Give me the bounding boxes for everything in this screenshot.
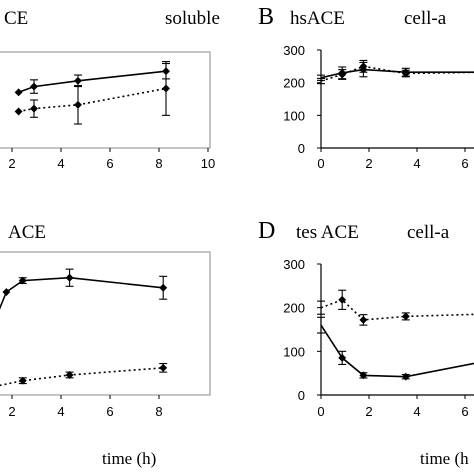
x-tick-label: 2 <box>365 404 372 419</box>
plot-frame <box>0 251 211 396</box>
x-tick-label: 6 <box>106 404 113 419</box>
y-tick-label: 200 <box>283 301 305 316</box>
data-point <box>65 273 74 282</box>
data-point <box>74 76 82 85</box>
x-tick-label: 2 <box>365 156 372 171</box>
panel-letter: B <box>258 4 274 30</box>
y-tick-label: 0 <box>298 388 305 403</box>
plot-frame <box>0 51 211 149</box>
x-axis-label: time (h) <box>102 449 156 468</box>
data-point <box>359 315 368 324</box>
data-point <box>74 100 82 109</box>
series-line <box>18 87 167 113</box>
y-tick-label: 300 <box>283 43 305 58</box>
x-tick-label: 8 <box>155 404 162 419</box>
data-point <box>14 107 23 116</box>
panel-subtitle: cell-a <box>404 8 447 29</box>
data-point <box>30 82 38 91</box>
data-point <box>401 312 410 321</box>
x-tick-label: 0 <box>317 156 324 171</box>
data-point <box>401 372 410 381</box>
data-point <box>14 88 23 97</box>
x-tick-label: 4 <box>413 156 420 171</box>
y-tick-label: 100 <box>283 108 305 123</box>
y-tick-label: 300 <box>283 257 305 272</box>
y-tick-label: 200 <box>283 76 305 91</box>
x-tick-label: 6 <box>461 156 468 171</box>
x-tick-label: 4 <box>413 404 420 419</box>
x-tick-label: 8 <box>155 156 162 171</box>
x-tick-label: 0 <box>317 404 324 419</box>
panel-subtitle: soluble <box>165 8 220 29</box>
x-tick-label: 2 <box>8 156 15 171</box>
panel-title: ACE <box>8 222 46 243</box>
panel-title: tes ACE <box>296 222 359 243</box>
panel-letter: D <box>258 218 275 244</box>
x-axis-label: time (h <box>420 449 469 468</box>
data-point <box>338 295 347 304</box>
x-tick-label: 6 <box>106 156 113 171</box>
y-tick-label: 100 <box>283 344 305 359</box>
x-tick-label: 10 <box>201 156 215 171</box>
data-point <box>30 104 38 113</box>
series-line <box>0 276 164 310</box>
x-tick-label: 2 <box>8 404 15 419</box>
data-point <box>159 283 168 292</box>
series-line <box>18 70 167 94</box>
panel-title: CE <box>4 8 28 29</box>
x-tick-label: 4 <box>57 404 64 419</box>
data-point <box>338 353 347 362</box>
panel-subtitle: cell-a <box>407 222 450 243</box>
y-tick-label: 0 <box>298 141 305 156</box>
x-tick-label: 6 <box>461 404 468 419</box>
data-point <box>162 84 170 93</box>
data-point <box>159 363 168 372</box>
data-point <box>359 371 368 380</box>
panel-title: hsACE <box>290 8 345 29</box>
x-tick-label: 4 <box>57 156 64 171</box>
